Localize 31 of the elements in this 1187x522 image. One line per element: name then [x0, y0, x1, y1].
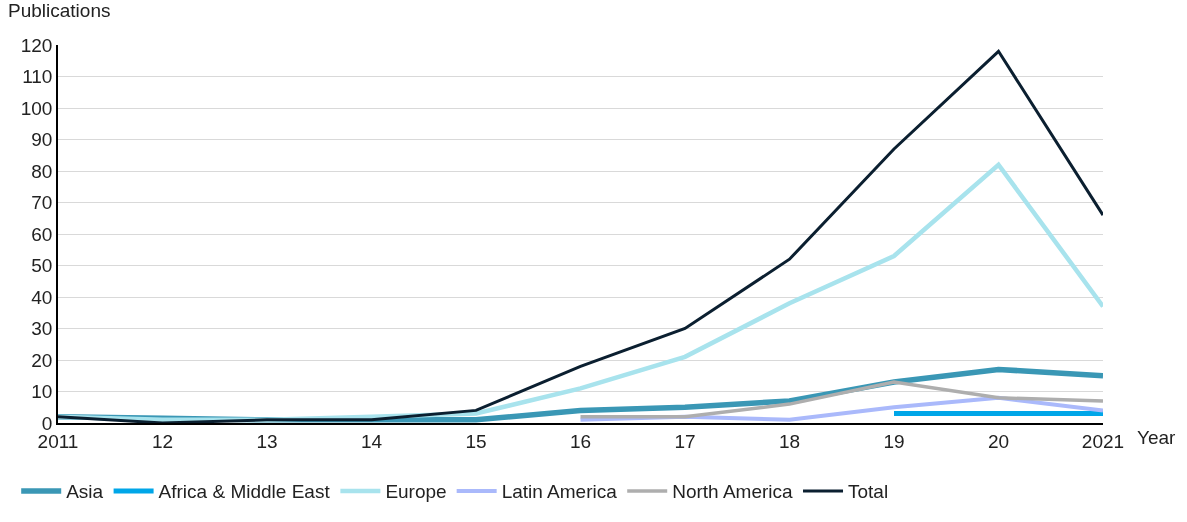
y-tick-label: 10: [31, 381, 53, 403]
x-tick-label: 15: [465, 430, 487, 452]
x-tick-label: 20: [987, 430, 1010, 452]
y-tick-label: 30: [31, 318, 53, 340]
x-tick-label: 16: [569, 430, 592, 452]
x-tick-label: 18: [778, 430, 801, 452]
x-tick-label: 12: [151, 430, 174, 452]
y-tick-label: 110: [22, 66, 53, 88]
y-tick-label: 40: [31, 286, 53, 308]
y-tick-label: 20: [31, 349, 53, 371]
x-tick-label: 19: [883, 430, 905, 452]
x-tick-label: 17: [674, 430, 696, 452]
x-axis-title: Year: [1137, 427, 1177, 448]
y-tick-label: 100: [20, 97, 53, 119]
y-tick-label: 60: [31, 223, 53, 245]
legend-label: Total: [848, 481, 889, 503]
y-tick-label: 50: [31, 255, 53, 277]
legend-label: Africa & Middle East: [158, 481, 331, 503]
y-tick-label: 120: [20, 34, 53, 56]
legend-label: Latin America: [501, 481, 618, 503]
line-series: [578, 380, 1103, 419]
legend-label: North America: [672, 481, 794, 503]
y-tick-label: 90: [31, 129, 53, 151]
y-tick-label: 80: [31, 160, 53, 182]
legend-label: Asia: [66, 481, 104, 503]
x-tick-label: 2021: [1081, 430, 1125, 452]
x-tick-label: 14: [360, 430, 383, 452]
legend-label: Europe: [385, 481, 447, 503]
y-axis-title: Publications: [8, 0, 111, 21]
x-tick-label: 13: [256, 430, 278, 452]
y-tick-label: 70: [31, 192, 53, 214]
